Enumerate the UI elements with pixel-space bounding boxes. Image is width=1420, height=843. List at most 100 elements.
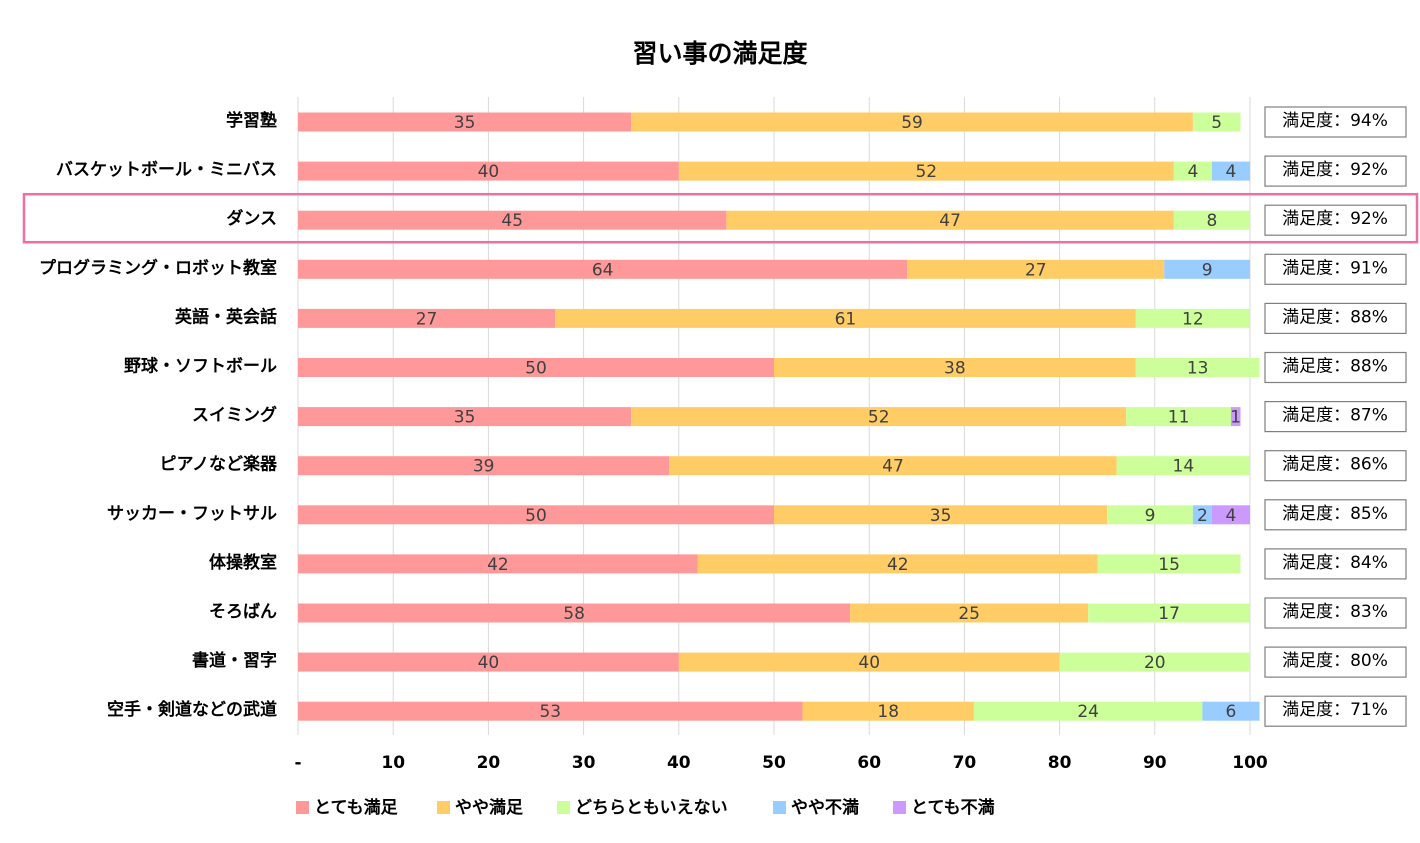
legend-label: やや不満 xyxy=(791,797,859,818)
bar-segment xyxy=(1173,161,1212,181)
data-label: 4 xyxy=(1226,506,1237,526)
legend-label: とても満足 xyxy=(314,797,398,818)
bar-segment xyxy=(907,259,1165,279)
legend-label: どちらともいえない xyxy=(575,798,728,818)
bar-segment xyxy=(298,112,632,132)
bar-segment xyxy=(726,210,1174,230)
bar-segment xyxy=(298,554,698,574)
data-label: 25 xyxy=(958,604,980,624)
legend: とても満足 やや満足 どちらともいえない やや不満 とても不満 xyxy=(296,797,995,818)
bar-segment xyxy=(298,652,679,672)
data-label: 52 xyxy=(915,162,937,182)
category-label: 英語・英会話 xyxy=(175,306,277,327)
bar-segment xyxy=(298,308,556,328)
data-label: 58 xyxy=(563,604,585,624)
bar-segment xyxy=(631,112,1193,132)
category-label: スイミング xyxy=(192,405,277,426)
x-tick-label: 50 xyxy=(762,753,786,773)
data-label: 35 xyxy=(930,506,952,526)
bar-segment xyxy=(1126,407,1231,427)
satisfaction-box xyxy=(1264,499,1407,531)
legend-swatch xyxy=(773,801,786,814)
bar-segment xyxy=(1230,407,1241,427)
data-label: 47 xyxy=(882,457,904,477)
data-label: 11 xyxy=(1168,408,1190,428)
data-label: 39 xyxy=(473,457,495,477)
bar-segment xyxy=(298,358,774,377)
bar-segment xyxy=(631,407,1127,427)
data-label: 6 xyxy=(1226,702,1237,722)
satisfaction-box xyxy=(1264,401,1407,433)
data-label: 61 xyxy=(835,309,857,329)
chart-title: 習い事の満足度 xyxy=(632,39,807,68)
satisfaction-box xyxy=(1264,351,1407,384)
data-label: 1 xyxy=(1230,408,1241,428)
data-label: 40 xyxy=(478,162,500,182)
satisfaction-box xyxy=(1264,597,1407,629)
bar-segment xyxy=(1192,112,1241,132)
bar-segment xyxy=(774,358,1136,377)
data-label: 14 xyxy=(1173,457,1195,477)
bar-segment xyxy=(669,456,1117,476)
bar-segment xyxy=(1135,308,1250,328)
data-label: 52 xyxy=(868,408,890,428)
x-tick-label: 80 xyxy=(1048,753,1072,773)
x-tick-label: 40 xyxy=(667,753,691,773)
bar-segment xyxy=(1173,210,1250,230)
satisfaction-box xyxy=(1264,695,1407,727)
satisfaction-box xyxy=(1264,253,1407,285)
bar-segment xyxy=(1107,505,1193,525)
data-label: 8 xyxy=(1207,211,1218,231)
bar-segment xyxy=(1088,603,1250,623)
data-label: 18 xyxy=(877,702,899,722)
bar-segment xyxy=(1211,505,1250,525)
highlight-box xyxy=(22,192,1419,244)
bar-segment xyxy=(850,603,1089,623)
bar-segment xyxy=(697,554,1098,574)
x-tick-label: 100 xyxy=(1232,753,1268,773)
category-label: サッカー・フットサル xyxy=(107,504,277,524)
data-label: 42 xyxy=(487,555,509,575)
satisfaction-box xyxy=(1264,155,1407,187)
data-label: 64 xyxy=(592,260,614,280)
satisfaction-label: 満足度：85% xyxy=(1282,504,1388,524)
bar-segment xyxy=(1116,456,1250,476)
data-label: 5 xyxy=(1211,113,1222,133)
satisfaction-box xyxy=(1264,548,1407,580)
data-label: 24 xyxy=(1077,702,1099,722)
category-label: ダンス xyxy=(226,208,277,229)
x-tick-label: 60 xyxy=(857,753,881,773)
data-label: 4 xyxy=(1187,162,1198,182)
bar-segment xyxy=(973,701,1203,721)
data-label: 50 xyxy=(525,359,547,379)
data-label: 9 xyxy=(1202,260,1213,280)
bar-segment xyxy=(298,407,632,427)
satisfaction-box xyxy=(1264,450,1407,482)
bar-segment xyxy=(298,210,727,230)
satisfaction-label: 満足度：88% xyxy=(1282,307,1388,327)
bar-segment xyxy=(298,505,774,525)
data-label: 59 xyxy=(901,113,923,133)
data-label: 40 xyxy=(478,653,500,673)
data-label: 27 xyxy=(1025,260,1047,280)
category-label: 学習塾 xyxy=(226,110,277,131)
category-label: バスケットボール・ミニバス xyxy=(56,160,277,180)
x-tick-label: 30 xyxy=(572,753,596,773)
legend-label: やや満足 xyxy=(455,797,523,818)
category-label: 空手・剣道などの武道 xyxy=(107,699,277,720)
bar-segment xyxy=(1097,554,1241,574)
data-label: 4 xyxy=(1226,162,1237,182)
data-label: 42 xyxy=(887,555,909,575)
satisfaction-label: 満足度：83% xyxy=(1282,602,1388,622)
data-label: 12 xyxy=(1182,309,1204,329)
satisfaction-label: 満足度：84% xyxy=(1282,553,1388,573)
bars: 学習塾 35 59 5 満足度：94% バスケットボール・ミニバス 40 52 4 4 満足度：92… xyxy=(39,106,1407,727)
data-label: 50 xyxy=(525,506,547,526)
data-label: 35 xyxy=(454,408,476,428)
satisfaction-label: 満足度：94% xyxy=(1282,111,1388,131)
legend-swatch xyxy=(296,801,309,814)
data-label: 45 xyxy=(501,211,523,231)
x-tick-label: 20 xyxy=(477,753,501,773)
satisfaction-label: 満足度：80% xyxy=(1282,651,1388,671)
